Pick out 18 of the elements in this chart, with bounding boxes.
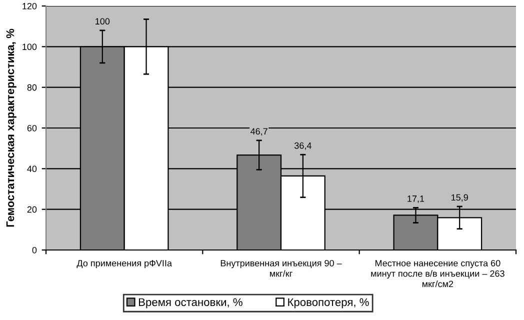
y-tick-label: 40 xyxy=(27,166,37,172)
data-label: 15,9 xyxy=(452,194,468,202)
x-tick-label: Местное нанесение спуста 60 минут после в/в инъекции – 263 мкг/см2 xyxy=(371,260,504,288)
data-label: 100 xyxy=(96,18,110,25)
legend-label: Кровопотеря, % xyxy=(288,298,369,308)
y-axis-title: Гемостатическая характеристика, % xyxy=(6,28,16,227)
y-tick-label: 80 xyxy=(27,84,37,91)
y-tick-label: 100 xyxy=(22,44,37,50)
y-tick-label: 0 xyxy=(32,246,37,254)
data-label: 17,1 xyxy=(408,196,424,203)
y-tick-label: 120 xyxy=(22,2,37,10)
legend-label: Время остановки, % xyxy=(138,298,242,308)
x-tick-label: Внутривенная инъекция 90 – мкг/кг xyxy=(220,260,342,277)
y-tick-label: 60 xyxy=(27,124,37,132)
y-tick-label: 20 xyxy=(27,206,37,213)
data-label: 36,4 xyxy=(294,142,312,150)
data-label: 46,7 xyxy=(250,128,268,136)
x-tick-label: До применения рФVIIa xyxy=(76,260,172,268)
